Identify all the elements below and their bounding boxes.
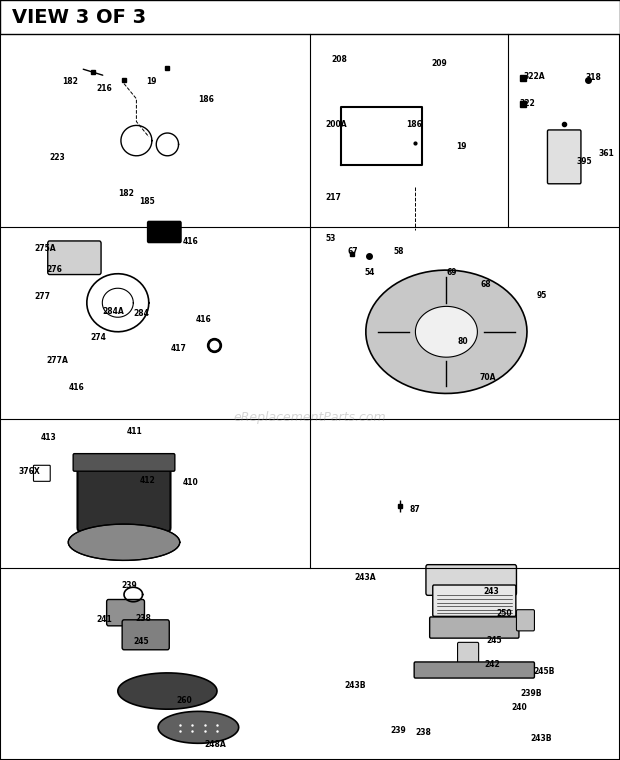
Text: 412: 412 [140,476,155,485]
Text: 216: 216 [96,84,112,93]
Text: 209: 209 [431,59,446,68]
FancyBboxPatch shape [430,617,519,638]
FancyBboxPatch shape [107,600,144,625]
Text: 322: 322 [520,100,535,109]
Text: 417: 417 [170,344,187,353]
Text: 217: 217 [326,193,342,202]
Text: 238: 238 [135,614,151,623]
Text: 250: 250 [496,609,511,618]
FancyBboxPatch shape [458,642,479,663]
Text: 69: 69 [446,268,457,277]
Text: 185: 185 [140,197,155,206]
Text: 245: 245 [487,636,502,644]
Text: 276: 276 [46,264,63,274]
FancyBboxPatch shape [33,465,50,481]
Text: 87: 87 [409,505,420,514]
Text: 318: 318 [586,73,602,82]
FancyBboxPatch shape [148,221,181,242]
Text: 80: 80 [458,337,468,346]
Text: 53: 53 [326,234,336,243]
Text: 239: 239 [391,727,406,736]
FancyBboxPatch shape [426,565,516,595]
Text: 361: 361 [598,149,614,158]
Text: 416: 416 [68,383,84,392]
Text: 95: 95 [536,291,547,300]
Text: 241: 241 [96,615,112,624]
Text: 284A: 284A [102,307,124,316]
Text: VIEW 3 OF 3: VIEW 3 OF 3 [12,8,146,27]
Text: 242: 242 [485,660,500,669]
FancyBboxPatch shape [547,130,581,184]
Text: 182: 182 [62,77,78,86]
Text: 376X: 376X [19,467,40,477]
Text: 67: 67 [347,248,358,256]
Polygon shape [366,270,527,394]
Text: 284: 284 [133,309,149,318]
Text: 395: 395 [577,157,592,166]
Text: 322A: 322A [523,71,545,81]
Text: 208: 208 [332,55,348,64]
Text: 200A: 200A [326,120,347,129]
Text: 240: 240 [512,703,527,712]
Text: 248A: 248A [205,739,226,749]
Text: 182: 182 [118,189,134,198]
Text: 19: 19 [146,77,156,86]
Text: 239: 239 [121,581,136,591]
Text: 274: 274 [90,333,106,342]
FancyBboxPatch shape [48,241,101,274]
Text: 70A: 70A [479,373,496,382]
Text: 416: 416 [183,236,198,245]
Text: 413: 413 [40,433,56,442]
Text: 260: 260 [177,696,192,705]
Text: 58: 58 [394,247,404,255]
Text: 239B: 239B [521,689,542,698]
Text: 19: 19 [456,142,466,151]
Text: eReplacementParts.com: eReplacementParts.com [234,411,386,425]
Text: 411: 411 [127,427,143,436]
Bar [0,0,620,34]
FancyBboxPatch shape [78,458,170,531]
Text: 243B: 243B [344,682,366,691]
Text: 416: 416 [195,315,211,324]
Text: 277A: 277A [46,356,68,366]
FancyBboxPatch shape [414,662,534,678]
Text: 238: 238 [415,728,432,737]
FancyBboxPatch shape [73,454,175,471]
FancyBboxPatch shape [516,610,534,631]
Text: 68: 68 [480,280,491,289]
Text: 243A: 243A [355,572,376,581]
Text: 275A: 275A [34,244,56,253]
Text: 243: 243 [484,587,499,596]
Text: 277: 277 [34,293,50,302]
Text: 245: 245 [133,637,149,646]
FancyBboxPatch shape [122,620,169,650]
Text: 245B: 245B [533,667,554,676]
Polygon shape [68,524,180,560]
Text: 54: 54 [365,268,375,277]
Polygon shape [118,673,217,709]
Text: 243B: 243B [530,733,552,743]
Text: 223: 223 [50,153,65,162]
FancyBboxPatch shape [433,585,516,616]
Polygon shape [415,306,477,357]
Text: 186: 186 [406,120,422,129]
Text: 186: 186 [198,95,215,104]
Polygon shape [158,711,239,743]
Text: 410: 410 [183,477,198,486]
